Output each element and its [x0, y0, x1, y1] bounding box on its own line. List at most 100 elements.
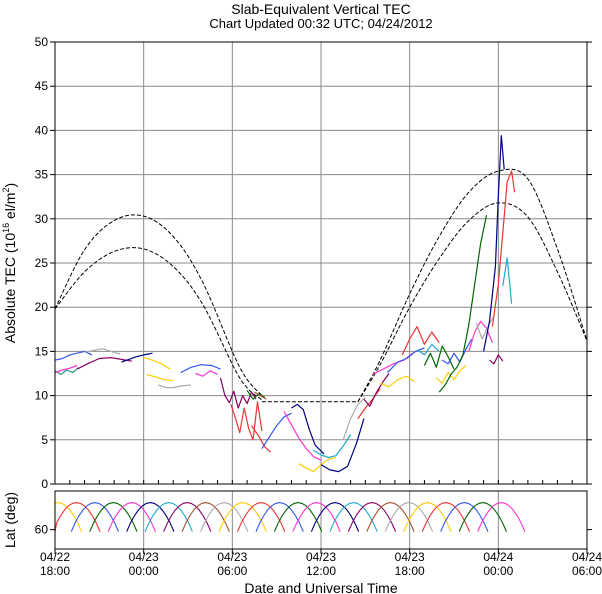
y-axis-label: Absolute TEC (1016 el/m2)	[1, 183, 18, 343]
x-axis-label: Date and Universal Time	[244, 580, 398, 594]
lat-arc	[384, 502, 434, 532]
tec-series-line	[143, 357, 171, 370]
lat-arc	[366, 502, 415, 532]
lat-arc	[255, 502, 304, 532]
tec-series-line	[313, 434, 352, 459]
chart-subtitle: Chart Updated 00:32 UTC; 04/24/2012	[209, 16, 432, 31]
satellite-latitude-arcs	[54, 502, 526, 532]
lat-arc	[107, 502, 157, 532]
tec-series-line	[475, 315, 495, 340]
tec-series-line	[54, 364, 78, 374]
tec-series-line	[491, 170, 516, 327]
envelope-curve	[54, 247, 263, 401]
x-tick-time: 06:00	[572, 564, 602, 578]
tec-series-line	[468, 320, 493, 352]
lat-arc	[163, 502, 212, 532]
tec-series-line	[298, 456, 336, 473]
envelope-curve	[54, 214, 263, 396]
main-grid	[55, 42, 587, 484]
tec-series-line	[342, 396, 366, 440]
tec-series-line	[254, 391, 267, 400]
envelope-curves	[54, 168, 588, 403]
y-tick-label: 35	[35, 168, 49, 182]
x-tick-date: 04/23	[306, 550, 336, 564]
lat-arc	[458, 502, 508, 532]
envelope-curve	[357, 202, 588, 403]
lat-grid	[143, 491, 499, 549]
tec-series-line	[483, 135, 505, 352]
lat-arc	[421, 502, 471, 532]
lat-y-ticks: 60	[35, 523, 592, 537]
lat-arc	[477, 502, 526, 532]
tec-series-line	[363, 373, 390, 407]
x-tick-date: 04/24	[572, 550, 602, 564]
tec-series-line	[401, 326, 440, 356]
y-tick-label: 5	[41, 433, 48, 447]
tec-series-line	[76, 357, 132, 370]
envelope-curve	[357, 168, 588, 403]
tec-series-line	[438, 215, 488, 393]
lat-arc	[200, 502, 249, 532]
lat-arc	[347, 502, 397, 532]
lat-arc	[218, 502, 267, 532]
lat-arc	[54, 502, 101, 532]
lat-arc	[329, 502, 378, 532]
lat-arc	[181, 502, 230, 532]
lat-arc	[89, 502, 138, 532]
y-tick-label: 50	[35, 35, 49, 49]
lat-arc	[440, 502, 489, 532]
tec-series-line	[489, 354, 504, 365]
tec-series-line	[502, 257, 513, 304]
lat-tick-label: 60	[35, 523, 49, 537]
tec-series-line	[121, 352, 153, 363]
tec-series-line	[416, 343, 440, 356]
x-tick-date: 04/22	[40, 550, 70, 564]
tec-series	[54, 135, 516, 473]
x-tick-date: 04/23	[129, 550, 159, 564]
lat-arc	[310, 502, 360, 532]
lat-arc	[144, 502, 193, 532]
y-tick-label: 30	[35, 212, 49, 226]
tec-series-line	[158, 384, 192, 389]
main-y-ticks: 0 5 10 15 20 25 30 35 40 45 50	[35, 35, 592, 491]
x-tick-time: 00:00	[483, 564, 513, 578]
main-plot-frame	[54, 41, 588, 485]
lat-arc	[403, 502, 452, 532]
x-tick-time: 18:00	[40, 564, 70, 578]
x-tick-time: 00:00	[129, 564, 159, 578]
y-tick-label: 15	[35, 344, 49, 358]
tec-series-line	[54, 350, 93, 361]
tec-series-line	[230, 401, 263, 441]
tec-series-line	[291, 403, 325, 455]
tec-series-line	[246, 389, 266, 400]
y-tick-label: 10	[35, 389, 49, 403]
tec-series-line	[180, 364, 221, 374]
tec-series-line	[219, 377, 257, 409]
x-tick-time: 12:00	[306, 564, 336, 578]
tec-series-line	[146, 373, 174, 382]
y-tick-label: 20	[35, 300, 49, 314]
lat-arc	[236, 502, 286, 532]
y-tick-label: 25	[35, 256, 49, 270]
tec-series-line	[54, 366, 80, 375]
tec-series-line	[379, 375, 415, 388]
tec-series-line	[84, 348, 121, 355]
y-tick-label: 40	[35, 123, 49, 137]
tec-series-line	[441, 338, 473, 365]
lat-axis-label: Lat (deg)	[2, 492, 18, 548]
tec-series-line	[283, 411, 322, 461]
lat-arc	[292, 502, 341, 532]
y-tick-label: 45	[35, 79, 49, 93]
chart-title: Slab-Equivalent Vertical TEC	[231, 1, 411, 17]
lat-arc	[273, 502, 323, 532]
lat-arc	[126, 502, 175, 532]
x-axis-ticks: 04/2218:0004/2300:0004/2306:0004/2312:00…	[40, 549, 602, 578]
tec-series-line	[320, 418, 365, 473]
tec-series-line	[423, 345, 455, 370]
lat-arc	[70, 502, 120, 532]
x-tick-date: 04/23	[395, 550, 425, 564]
x-tick-time: 06:00	[217, 564, 247, 578]
x-tick-date: 04/24	[483, 550, 513, 564]
y-tick-label: 0	[41, 477, 48, 491]
